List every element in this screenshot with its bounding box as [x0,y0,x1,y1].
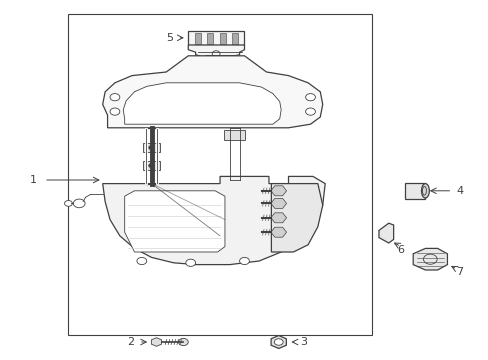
Polygon shape [270,336,286,348]
Polygon shape [124,191,224,252]
Polygon shape [198,45,206,49]
Polygon shape [151,338,161,346]
Polygon shape [219,33,225,44]
Polygon shape [188,45,244,57]
Text: 2: 2 [127,337,134,347]
Text: 6: 6 [397,245,404,255]
Polygon shape [194,33,201,44]
Polygon shape [231,33,238,44]
Polygon shape [102,56,322,128]
Polygon shape [206,33,213,44]
Circle shape [239,257,249,265]
Circle shape [137,257,146,265]
Polygon shape [142,143,160,152]
Polygon shape [224,130,245,140]
Circle shape [64,201,72,206]
Circle shape [274,339,283,345]
Circle shape [178,338,188,346]
Ellipse shape [421,184,428,198]
Circle shape [73,199,85,208]
Text: 3: 3 [300,337,307,347]
Polygon shape [226,45,234,49]
Polygon shape [142,161,160,170]
Text: 1: 1 [30,175,37,185]
Polygon shape [270,186,286,196]
Polygon shape [188,31,244,45]
Text: 4: 4 [455,186,462,196]
Polygon shape [270,198,286,208]
Polygon shape [404,183,425,199]
Polygon shape [123,83,281,124]
Polygon shape [270,213,286,223]
Circle shape [185,259,195,266]
Polygon shape [271,184,322,252]
Text: 5: 5 [166,33,173,43]
Polygon shape [270,227,286,237]
Text: 7: 7 [455,267,462,277]
Circle shape [305,108,315,115]
Circle shape [110,94,120,101]
Circle shape [110,108,120,115]
Polygon shape [412,248,447,270]
Circle shape [305,94,315,101]
Circle shape [148,163,154,168]
Circle shape [148,145,154,150]
Polygon shape [102,176,325,265]
Polygon shape [378,223,393,243]
